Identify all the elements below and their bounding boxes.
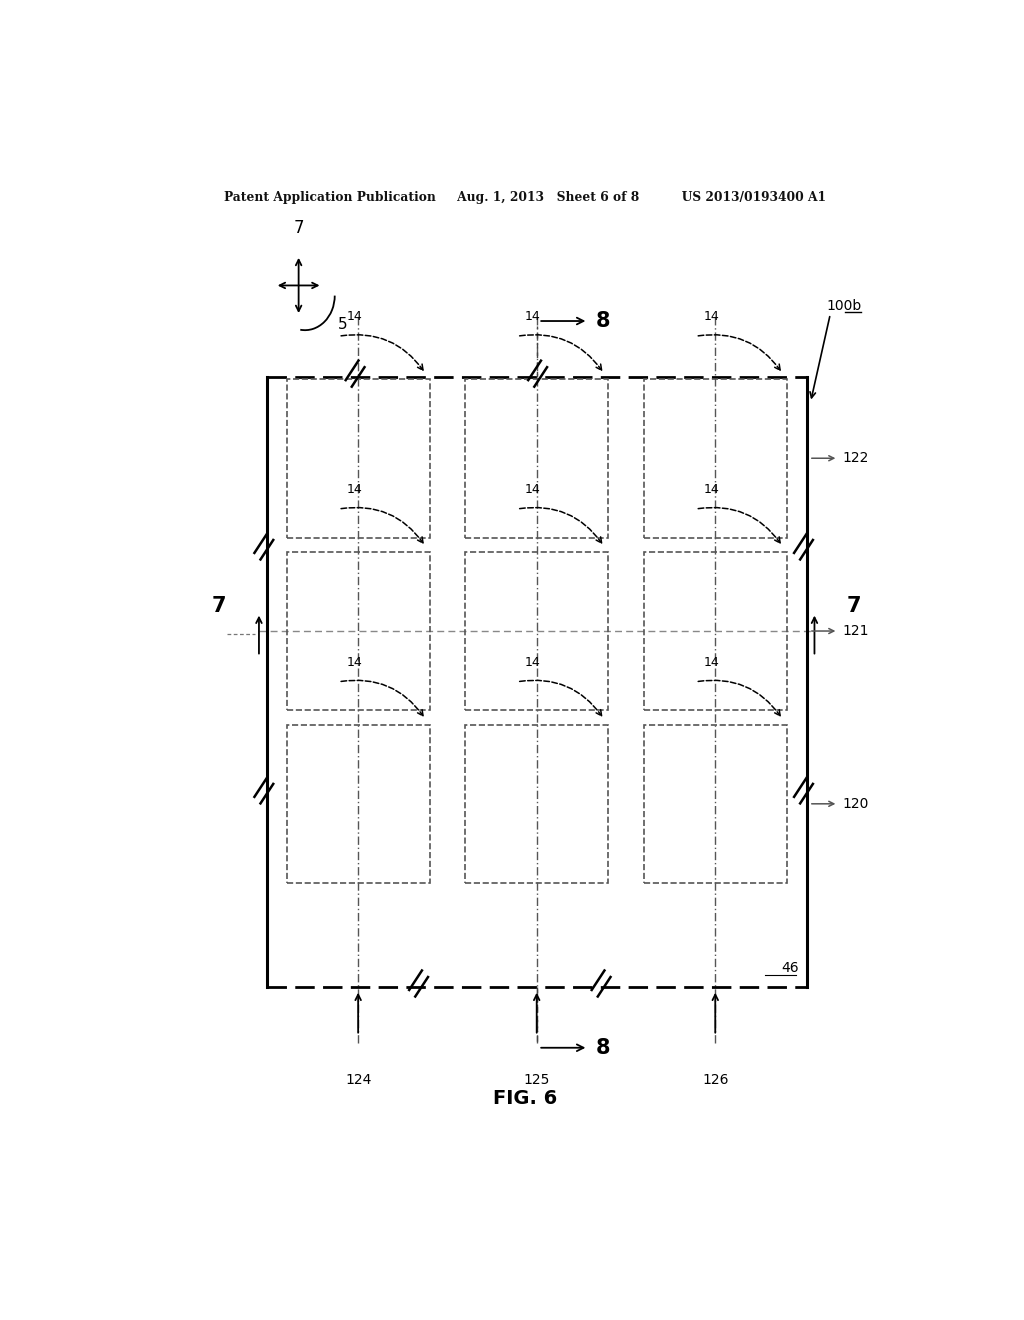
Text: 7: 7 xyxy=(293,219,304,236)
Bar xyxy=(287,552,430,710)
FancyArrowPatch shape xyxy=(698,680,780,715)
Text: 14: 14 xyxy=(525,483,541,496)
FancyArrowPatch shape xyxy=(698,335,780,370)
FancyArrowPatch shape xyxy=(698,507,780,543)
Bar xyxy=(287,379,430,537)
Text: 7: 7 xyxy=(212,595,226,615)
Bar xyxy=(287,725,430,883)
FancyArrowPatch shape xyxy=(519,680,601,715)
FancyArrowPatch shape xyxy=(341,335,423,370)
Text: 122: 122 xyxy=(842,451,868,465)
FancyArrowPatch shape xyxy=(519,507,601,543)
Bar xyxy=(644,552,786,710)
Text: 46: 46 xyxy=(781,961,799,974)
Text: 8: 8 xyxy=(596,312,610,331)
Text: 126: 126 xyxy=(702,1073,728,1088)
Text: 7: 7 xyxy=(847,595,861,615)
Text: 120: 120 xyxy=(842,797,868,810)
Bar xyxy=(465,725,608,883)
Bar xyxy=(644,725,786,883)
Text: 14: 14 xyxy=(346,483,362,496)
Bar xyxy=(644,379,786,537)
Text: 14: 14 xyxy=(525,310,541,323)
Text: 100b: 100b xyxy=(826,298,861,313)
Text: 5: 5 xyxy=(338,317,348,331)
Text: 125: 125 xyxy=(523,1073,550,1088)
FancyArrowPatch shape xyxy=(341,507,423,543)
Text: FIG. 6: FIG. 6 xyxy=(493,1089,557,1107)
Bar xyxy=(465,379,608,537)
Text: 8: 8 xyxy=(596,1038,610,1057)
Text: 14: 14 xyxy=(703,310,719,323)
Text: 14: 14 xyxy=(703,483,719,496)
FancyArrowPatch shape xyxy=(519,335,601,370)
Bar xyxy=(465,552,608,710)
Text: 14: 14 xyxy=(525,656,541,669)
Text: 121: 121 xyxy=(842,624,868,638)
Text: 14: 14 xyxy=(346,310,362,323)
FancyArrowPatch shape xyxy=(341,680,423,715)
Text: Patent Application Publication     Aug. 1, 2013   Sheet 6 of 8          US 2013/: Patent Application Publication Aug. 1, 2… xyxy=(224,190,825,203)
Text: 14: 14 xyxy=(346,656,362,669)
Text: 124: 124 xyxy=(345,1073,372,1088)
Text: 14: 14 xyxy=(703,656,719,669)
